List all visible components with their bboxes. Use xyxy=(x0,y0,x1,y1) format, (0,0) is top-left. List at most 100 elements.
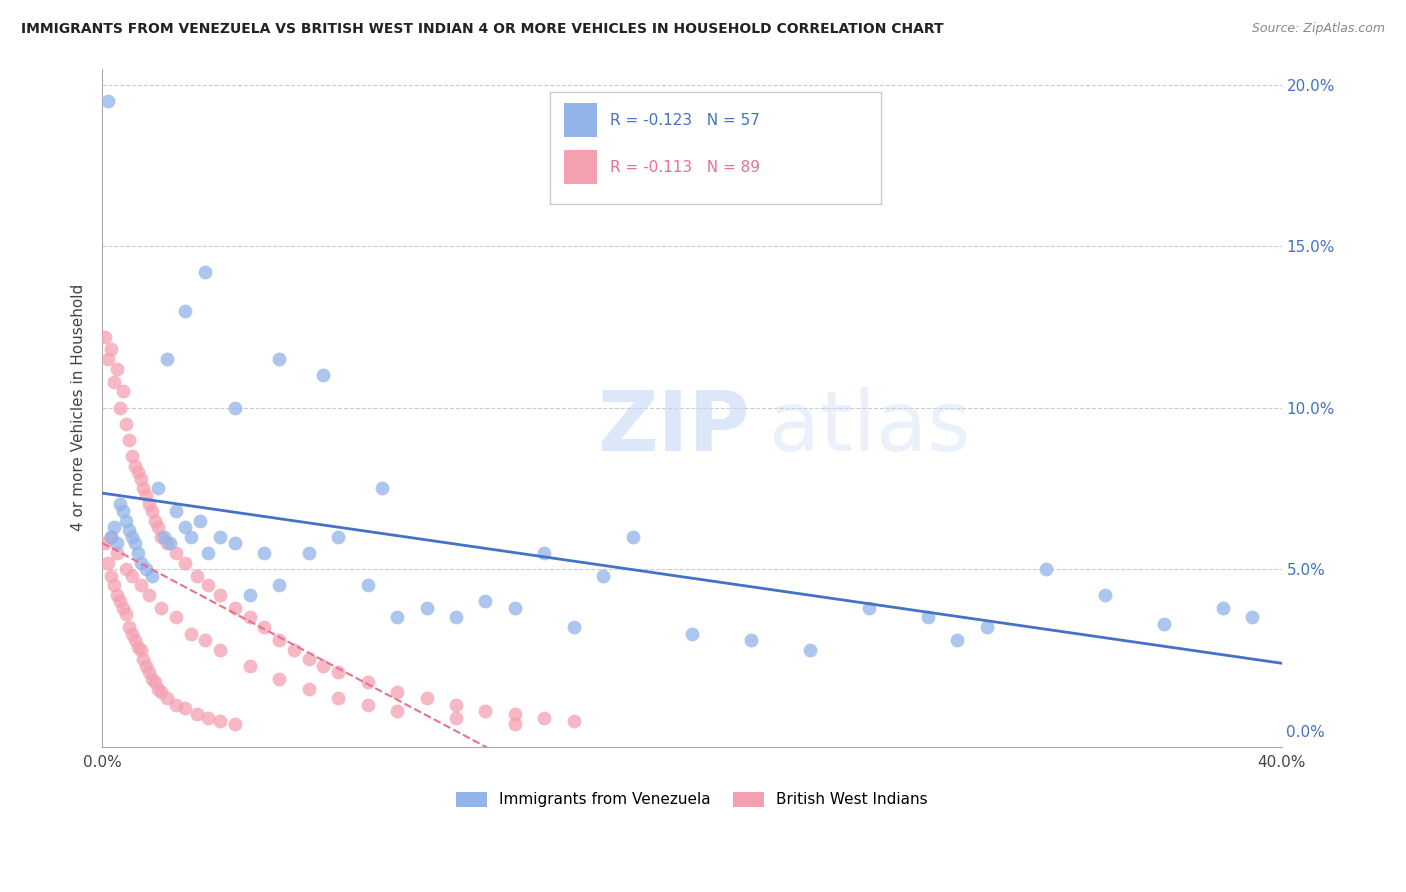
Point xyxy=(297,546,319,560)
Point xyxy=(269,672,291,686)
Point xyxy=(143,675,166,690)
Point xyxy=(239,659,262,673)
Point xyxy=(100,568,122,582)
Point xyxy=(156,536,179,550)
Point xyxy=(105,588,128,602)
Point xyxy=(197,546,219,560)
Point xyxy=(415,691,437,706)
Point xyxy=(105,546,128,560)
Point xyxy=(224,717,246,731)
Point xyxy=(165,546,187,560)
Point xyxy=(159,536,181,550)
Point xyxy=(143,514,166,528)
Point xyxy=(118,620,141,634)
Point xyxy=(165,504,187,518)
Point xyxy=(326,665,349,680)
Point xyxy=(1094,588,1116,602)
Point xyxy=(297,681,319,696)
Point xyxy=(917,610,939,624)
Point xyxy=(103,375,125,389)
Point xyxy=(135,659,157,673)
Point xyxy=(415,600,437,615)
Point xyxy=(121,568,143,582)
Point xyxy=(976,620,998,634)
Point xyxy=(105,536,128,550)
Point xyxy=(385,610,408,624)
Point xyxy=(173,556,195,570)
Point xyxy=(1212,600,1234,615)
Point xyxy=(197,710,219,724)
Point xyxy=(111,600,134,615)
Point xyxy=(186,707,208,722)
Point xyxy=(108,401,131,415)
Text: ZIP: ZIP xyxy=(598,387,749,468)
Point xyxy=(503,707,526,722)
Point xyxy=(156,691,179,706)
Point xyxy=(312,368,335,383)
Point xyxy=(385,685,408,699)
Point xyxy=(209,642,232,657)
Point xyxy=(1035,562,1057,576)
Point xyxy=(740,633,762,648)
Point xyxy=(799,642,821,657)
Point xyxy=(153,530,176,544)
Point xyxy=(111,384,134,399)
Point xyxy=(129,472,152,486)
Point xyxy=(239,610,262,624)
Point xyxy=(194,633,217,648)
Point xyxy=(269,578,291,592)
Point xyxy=(127,546,149,560)
Point xyxy=(121,530,143,544)
Point xyxy=(118,523,141,537)
Point xyxy=(269,633,291,648)
Point xyxy=(297,652,319,666)
Y-axis label: 4 or more Vehicles in Household: 4 or more Vehicles in Household xyxy=(72,284,86,532)
Point xyxy=(124,458,146,473)
Point xyxy=(114,607,136,622)
Point xyxy=(503,717,526,731)
Point xyxy=(173,701,195,715)
Point xyxy=(1153,616,1175,631)
Point xyxy=(474,704,496,718)
Point xyxy=(114,514,136,528)
Point xyxy=(148,681,170,696)
Point xyxy=(114,562,136,576)
Point xyxy=(533,546,555,560)
Point xyxy=(132,481,155,495)
Point xyxy=(326,530,349,544)
Point xyxy=(371,481,394,495)
Point xyxy=(148,520,170,534)
Point xyxy=(312,659,335,673)
Point xyxy=(173,520,195,534)
Point xyxy=(127,640,149,654)
Point xyxy=(121,449,143,463)
Point xyxy=(356,698,378,712)
Point xyxy=(141,568,163,582)
Point xyxy=(173,303,195,318)
Point xyxy=(129,556,152,570)
Point xyxy=(253,546,276,560)
Point xyxy=(533,710,555,724)
Point xyxy=(135,562,157,576)
Legend: Immigrants from Venezuela, British West Indians: Immigrants from Venezuela, British West … xyxy=(450,785,934,814)
Point xyxy=(474,594,496,608)
Point xyxy=(356,675,378,690)
Point xyxy=(444,610,467,624)
Point xyxy=(224,536,246,550)
Point xyxy=(165,610,187,624)
Point xyxy=(165,698,187,712)
Point xyxy=(150,530,173,544)
Point xyxy=(114,417,136,431)
Point xyxy=(239,588,262,602)
Point xyxy=(111,504,134,518)
Point xyxy=(129,578,152,592)
Point xyxy=(129,642,152,657)
Point xyxy=(124,536,146,550)
Point xyxy=(253,620,276,634)
Point xyxy=(562,714,585,728)
Point xyxy=(135,488,157,502)
Point xyxy=(621,530,644,544)
Point xyxy=(124,633,146,648)
Point xyxy=(138,498,160,512)
Point xyxy=(103,520,125,534)
